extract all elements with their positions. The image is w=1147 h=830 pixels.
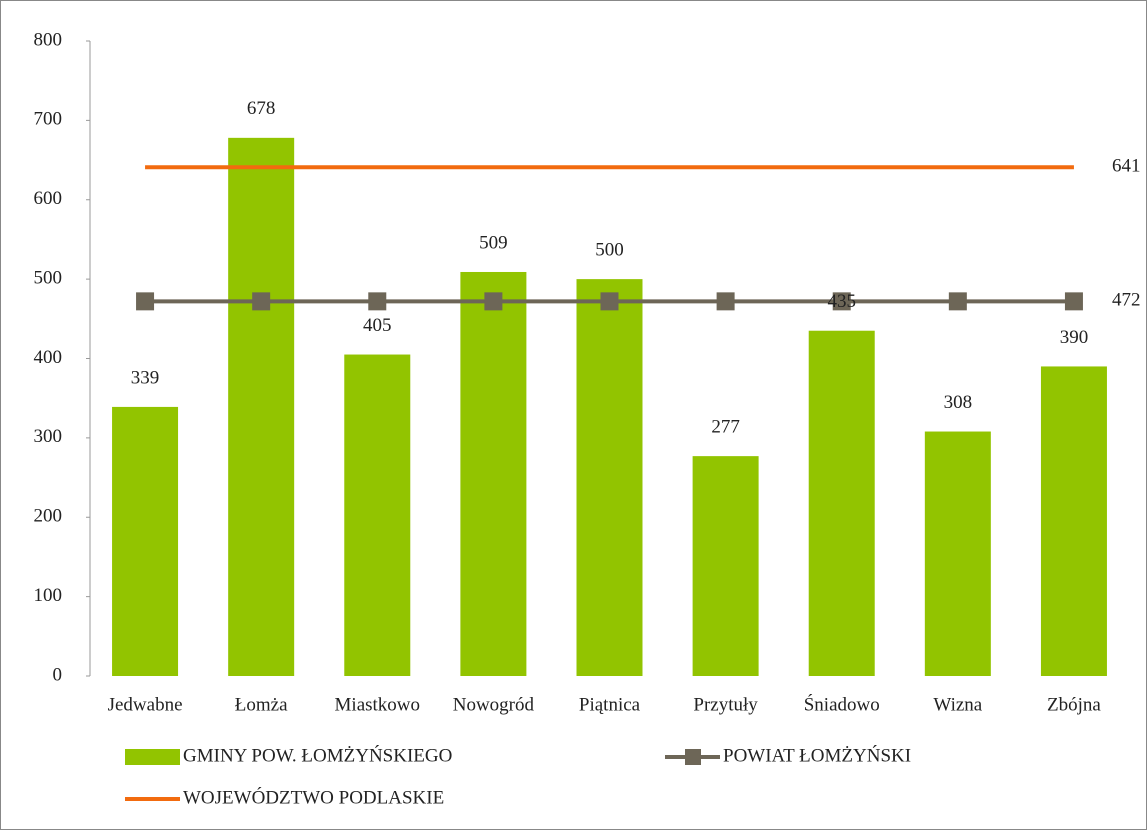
data-label: 339	[131, 367, 160, 388]
legend-label: WOJEWÓDZTWO PODLASKIE	[183, 786, 444, 808]
marker	[484, 292, 503, 311]
data-label: 509	[479, 232, 508, 253]
x-tick-label: Miastkowo	[335, 694, 421, 715]
legend-label: GMINY POW. ŁOMŻYŃSKIEGO	[183, 744, 452, 766]
x-tick-label: Nowogród	[453, 694, 535, 715]
x-tick-label: Zbójna	[1047, 694, 1101, 715]
y-tick-label: 300	[34, 426, 63, 447]
bar	[1040, 366, 1107, 676]
y-tick-label: 200	[34, 506, 63, 527]
legend-label: POWIAT ŁOMŻYŃSKI	[723, 744, 911, 766]
bar	[112, 406, 179, 676]
bar	[460, 271, 527, 676]
bar	[344, 354, 411, 676]
x-tick-label: Przytuły	[693, 694, 758, 715]
data-label: 500	[595, 239, 624, 260]
marker	[716, 292, 735, 311]
marker	[600, 292, 619, 311]
marker	[948, 292, 967, 311]
y-tick-label: 100	[34, 585, 63, 606]
marker	[368, 292, 387, 311]
data-label: 435	[827, 291, 856, 312]
legend-marker	[685, 749, 701, 765]
data-label: 390	[1060, 327, 1089, 348]
marker	[832, 292, 851, 311]
x-tick-label: Śniadowo	[804, 693, 880, 715]
y-tick-label: 400	[34, 347, 63, 368]
marker	[136, 292, 155, 311]
bar	[692, 456, 759, 676]
y-tick-label: 700	[34, 109, 63, 130]
bar	[924, 431, 991, 676]
data-label: 472	[1112, 290, 1141, 311]
data-label: 641	[1112, 156, 1141, 177]
bar	[576, 279, 643, 676]
legend-swatch	[125, 749, 180, 765]
bar	[808, 330, 875, 676]
marker	[1064, 292, 1083, 311]
y-tick-label: 500	[34, 267, 63, 288]
data-label: 405	[363, 315, 392, 336]
y-tick-label: 600	[34, 188, 63, 209]
x-tick-label: Jedwabne	[108, 694, 183, 715]
marker	[252, 292, 271, 311]
x-tick-label: Łomża	[235, 694, 288, 715]
bar	[228, 137, 295, 676]
x-tick-label: Piątnica	[579, 694, 641, 715]
y-tick-label: 800	[34, 29, 63, 50]
data-label: 308	[944, 392, 973, 413]
data-label: 277	[711, 416, 740, 437]
x-tick-label: Wizna	[933, 694, 982, 715]
y-tick-label: 0	[53, 664, 63, 685]
data-label: 678	[247, 98, 276, 119]
